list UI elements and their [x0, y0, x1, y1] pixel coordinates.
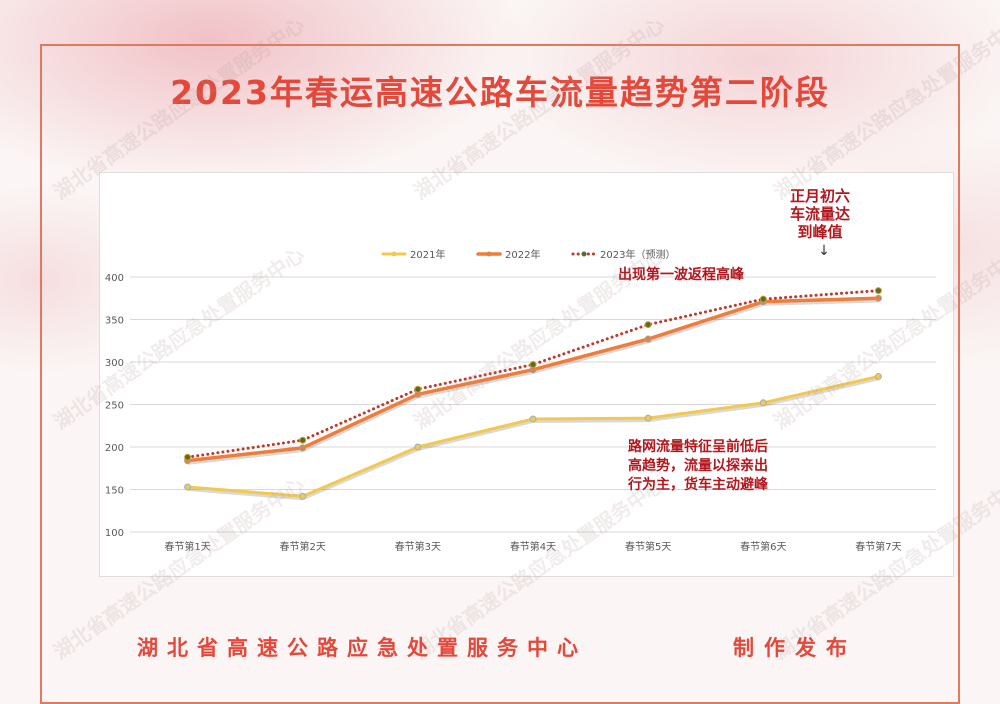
annotation-0: 正月初六车流量达到峰值 ↓ [790, 187, 850, 259]
data-point [299, 492, 307, 500]
data-point [414, 443, 422, 451]
annotation-1: 出现第一波返程高峰 [618, 266, 745, 283]
y-tick-label: 300 [105, 358, 124, 369]
data-point [759, 399, 767, 407]
data-point [414, 385, 422, 393]
annotation-line: 路网流量特征呈前低后 [628, 438, 768, 455]
legend-label: 2023年（预测） [600, 248, 675, 261]
x-tick-label: 春节第2天 [280, 540, 326, 553]
series-line [185, 296, 881, 463]
data-point [184, 483, 192, 491]
x-tick-label: 春节第3天 [395, 540, 441, 553]
data-point [644, 335, 652, 343]
data-point [759, 295, 767, 303]
data-point [299, 444, 307, 452]
chart-panel: 100 150 200 250 300 350 400 春节第1天 春节第2天 春节第3天 春节第… [99, 172, 954, 577]
data-point [184, 453, 192, 461]
annotation-text: 出现第一波返程高峰 [618, 266, 745, 283]
legend-label: 2021年 [410, 248, 445, 261]
legend-item: 2022年 [476, 248, 540, 261]
data-point [644, 414, 652, 422]
legend-item: 2023年（预测） [571, 248, 675, 261]
series-line [186, 374, 880, 498]
legend-label: 2022年 [505, 248, 540, 261]
data-point [299, 436, 307, 444]
annotation-line: 车流量达 [790, 205, 850, 223]
x-tick-label: 春节第7天 [855, 540, 901, 553]
y-tick-label: 250 [105, 401, 124, 412]
data-point [874, 294, 882, 302]
annotation-line: 高趋势，流量以探亲出 [628, 457, 768, 474]
annotation-line: 到峰值 [797, 223, 842, 241]
data-point [874, 372, 882, 380]
legend-marker [391, 251, 397, 257]
data-point [529, 361, 537, 369]
series-lines [184, 287, 882, 501]
series-line-shadow [187, 376, 879, 501]
page-title: 2023年春运高速公路车流量趋势第二阶段 [170, 73, 830, 112]
x-tick-label: 春节第4天 [510, 540, 556, 553]
annotation-arrow: ↓ [818, 243, 830, 259]
legend: 2021年 2022年 2023年（预测） [381, 248, 675, 261]
x-axis-ticks: 春节第1天 春节第2天 春节第3天 春节第4天 春节第5天 春节第6天 春节第7天 [164, 540, 901, 553]
y-tick-label: 200 [105, 443, 124, 454]
y-tick-label: 150 [105, 486, 124, 497]
annotation-text: 正月初六车流量达到峰值 [790, 187, 850, 241]
legend-marker [486, 251, 492, 257]
y-tick-label: 100 [105, 528, 124, 539]
y-tick-label: 400 [105, 273, 124, 284]
x-tick-label: 春节第6天 [740, 540, 786, 553]
x-tick-label: 春节第5天 [625, 540, 671, 553]
y-tick-label: 350 [105, 316, 124, 327]
series-1 [184, 294, 882, 465]
footer-release: 制作发布 [733, 636, 857, 660]
data-point [644, 321, 652, 329]
series-line-shadow [187, 298, 879, 465]
x-tick-label: 春节第1天 [164, 540, 210, 553]
series-2 [184, 287, 882, 461]
footer-org: 湖北省高速公路应急处置服务中心 [137, 636, 587, 660]
data-point [529, 415, 537, 423]
annotation-line: 出现第一波返程高峰 [618, 266, 745, 283]
annotation-text: 路网流量特征呈前低后高趋势，流量以探亲出行为主，货车主动避峰 [627, 438, 769, 493]
series-0 [184, 372, 882, 501]
data-point [874, 287, 882, 295]
legend-marker [581, 251, 587, 257]
y-axis-ticks: 100 150 200 250 300 350 400 [105, 273, 124, 539]
annotation-line: 行为主，货车主动避峰 [627, 476, 769, 493]
legend-item: 2021年 [381, 248, 445, 261]
annotation-line: 正月初六 [790, 187, 850, 205]
footer: 湖北省高速公路应急处置服务中心 制作发布 [0, 632, 1000, 662]
annotation-2: 路网流量特征呈前低后高趋势，流量以探亲出行为主，货车主动避峰 [627, 438, 769, 493]
annotations: 正月初六车流量达到峰值 ↓ 出现第一波返程高峰路网流量特征呈前低后高趋势，流量以探亲… [618, 187, 850, 493]
